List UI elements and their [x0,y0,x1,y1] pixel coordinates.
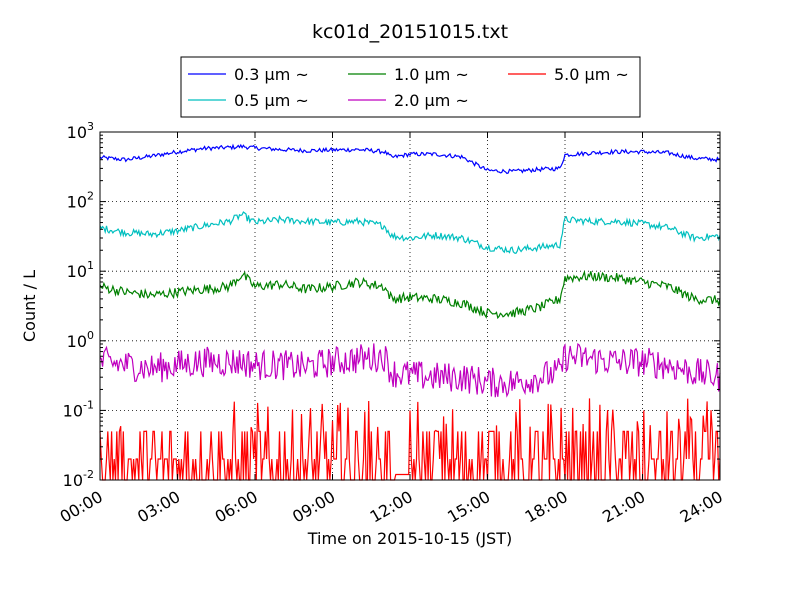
series-line [99,343,721,398]
series-line [99,211,721,254]
legend-label: 5.0 μm ~ [554,65,629,84]
y-tick-label: 10-2 [63,468,94,490]
legend-label: 2.0 μm ~ [394,91,469,110]
y-axis-label: Count / L [20,270,39,342]
grid-lines [100,132,720,480]
series-line [99,143,721,175]
legend-label: 1.0 μm ~ [394,65,469,84]
y-tick-label: 100 [67,329,94,351]
legend: 0.3 μm ~ 0.5 μm ~ 1.0 μm ~ 2.0 μm ~ 5.0 μm ~ [180,56,641,118]
y-tick-label: 101 [67,259,94,281]
x-axis-label: Time on 2015-10-15 (JST) [307,529,512,548]
y-tick-label: 102 [67,190,94,212]
y-tick-label: 10-1 [63,398,94,420]
chart-title: kc01d_20151015.txt [312,21,508,43]
y-tick-label: 103 [67,120,94,142]
legend-label: 0.5 μm ~ [234,91,309,110]
series-line [99,269,721,320]
legend-label: 0.3 μm ~ [234,65,309,84]
legend-frame [180,56,641,118]
